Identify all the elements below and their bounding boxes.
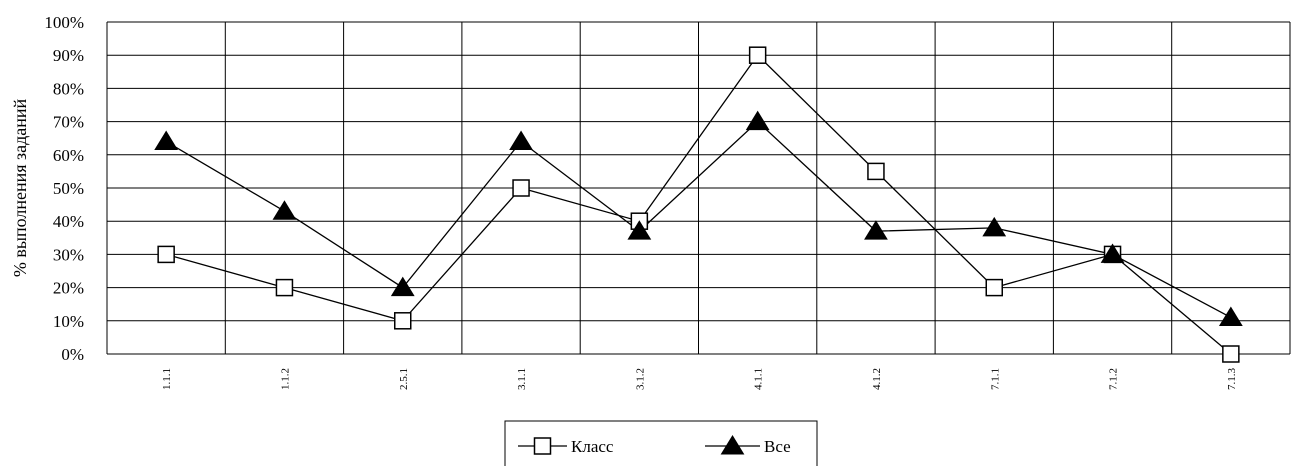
y-tick-label: 80% xyxy=(53,79,84,98)
series-line xyxy=(165,120,1232,319)
y-tick-label: 10% xyxy=(53,312,84,331)
y-tick-label: 30% xyxy=(53,245,84,264)
data-point xyxy=(864,220,888,240)
x-tick-label: 7.1.2 xyxy=(1108,368,1120,390)
series xyxy=(154,46,1243,363)
y-tick-label: 50% xyxy=(53,179,84,198)
data-point xyxy=(627,220,652,240)
y-tick-label: 70% xyxy=(53,113,84,132)
data-point xyxy=(275,278,294,297)
x-tick-label: 3.1.1 xyxy=(516,368,528,390)
legend-marker xyxy=(533,437,552,455)
data-point xyxy=(745,110,770,131)
series-line-1 xyxy=(165,54,1232,355)
y-tick-label: 90% xyxy=(53,46,84,65)
x-tick-label: 7.1.3 xyxy=(1226,368,1238,391)
x-axis-tick-labels: 1.1.1 1.1.2 2.5.1 3.1.1 3.1.2 4.1.1 4.1.2 7.1.1… xyxy=(161,368,1238,391)
data-point xyxy=(748,46,767,64)
y-tick-label: 60% xyxy=(53,146,84,165)
x-tick-label: 4.1.2 xyxy=(871,368,883,390)
data-point xyxy=(867,162,885,181)
x-tick-label: 1.1.2 xyxy=(279,368,291,390)
data-point xyxy=(272,200,297,220)
data-point xyxy=(509,130,533,151)
x-tick-label: 3.1.2 xyxy=(634,368,646,390)
data-point xyxy=(157,245,175,264)
x-tick-label: 7.1.1 xyxy=(989,368,1001,390)
series-line xyxy=(165,54,1232,355)
y-tick-label: 20% xyxy=(53,279,84,298)
legend: Класс Все xyxy=(504,420,818,471)
y-tick-label: 0% xyxy=(61,345,84,364)
data-point xyxy=(154,130,179,151)
data-point xyxy=(1222,345,1240,363)
x-tick-label: 4.1.1 xyxy=(753,368,765,390)
data-point xyxy=(1100,243,1125,263)
data-point xyxy=(985,278,1003,297)
data-point xyxy=(1218,306,1243,326)
legend-label: Класс xyxy=(571,437,614,456)
x-tick-label: 2.5.1 xyxy=(398,368,410,390)
series-markers-2 xyxy=(154,110,1243,326)
data-point xyxy=(390,276,415,297)
legend-label: Все xyxy=(764,437,791,456)
y-axis-label: % выполнения заданий xyxy=(10,98,30,277)
series-line-2 xyxy=(165,120,1232,319)
y-axis-tick-labels: 0% 10% 20% 30% 40% 50% 60% 70% 80% 90% 100% xyxy=(44,13,84,364)
legend-marker xyxy=(720,435,745,455)
y-tick-label: 40% xyxy=(53,212,84,231)
grid xyxy=(106,21,1291,355)
y-tick-label: 100% xyxy=(44,13,84,32)
data-point xyxy=(394,312,412,330)
data-point xyxy=(512,179,530,197)
x-tick-label: 1.1.1 xyxy=(161,368,173,390)
data-point xyxy=(982,216,1007,237)
